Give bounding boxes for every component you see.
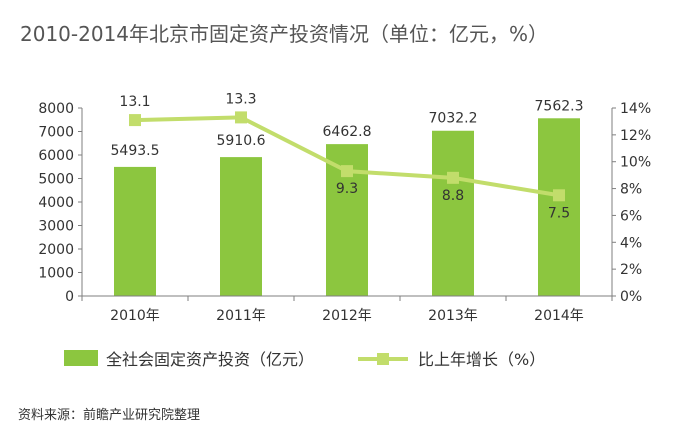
growth-value-label: 9.3 <box>336 181 358 197</box>
bar <box>432 130 474 296</box>
legend-bar-swatch <box>64 350 98 366</box>
left-tick-label: 4000 <box>38 195 74 211</box>
bar-value-label: 7562.3 <box>535 98 584 114</box>
left-tick-label: 7000 <box>38 125 74 141</box>
bar <box>114 166 156 296</box>
growth-point <box>553 189 565 202</box>
growth-value-label: 13.1 <box>119 94 150 110</box>
left-tick-label: 5000 <box>38 172 74 188</box>
right-tick-label: 8% <box>620 182 642 198</box>
left-tick-label: 1000 <box>38 266 74 282</box>
growth-point <box>129 114 141 127</box>
growth-point <box>235 111 247 124</box>
legend-line-label: 比上年增长（%） <box>418 350 545 369</box>
growth-value-label: 13.3 <box>225 91 256 107</box>
bar-value-label: 7032.2 <box>429 111 478 127</box>
bar <box>538 118 580 296</box>
bar-value-label: 5910.6 <box>217 133 266 149</box>
chart-title: 2010-2014年北京市固定资产投资情况（单位：亿元，%） <box>20 22 549 46</box>
left-tick-label: 8000 <box>38 101 74 117</box>
right-tick-label: 12% <box>620 128 651 144</box>
source-note: 资料来源：前瞻产业研究院整理 <box>18 408 201 423</box>
left-tick-label: 3000 <box>38 219 74 235</box>
x-tick-label: 2012年 <box>322 308 372 324</box>
legend-bar-label: 全社会固定资产投资（亿元） <box>106 350 314 369</box>
x-tick-label: 2014年 <box>534 308 584 324</box>
left-tick-label: 6000 <box>38 148 74 164</box>
growth-point <box>341 165 353 178</box>
right-tick-label: 2% <box>620 262 642 278</box>
bar-value-label: 6462.8 <box>323 124 372 140</box>
growth-value-label: 8.8 <box>442 188 464 204</box>
right-tick-label: 4% <box>620 235 642 251</box>
growth-point <box>447 171 459 184</box>
right-tick-label: 6% <box>620 208 642 224</box>
x-tick-label: 2010年 <box>110 308 160 324</box>
right-tick-label: 10% <box>620 155 651 171</box>
x-tick-label: 2013年 <box>428 308 478 324</box>
x-tick-label: 2011年 <box>216 308 266 324</box>
legend-line-marker <box>377 353 389 365</box>
left-tick-label: 2000 <box>38 242 74 258</box>
growth-value-label: 7.5 <box>548 205 570 221</box>
right-tick-label: 14% <box>620 101 651 117</box>
left-tick-label: 0 <box>65 289 74 305</box>
bar-value-label: 5493.5 <box>111 143 160 159</box>
bar <box>220 157 262 296</box>
right-tick-label: 0% <box>620 289 642 305</box>
